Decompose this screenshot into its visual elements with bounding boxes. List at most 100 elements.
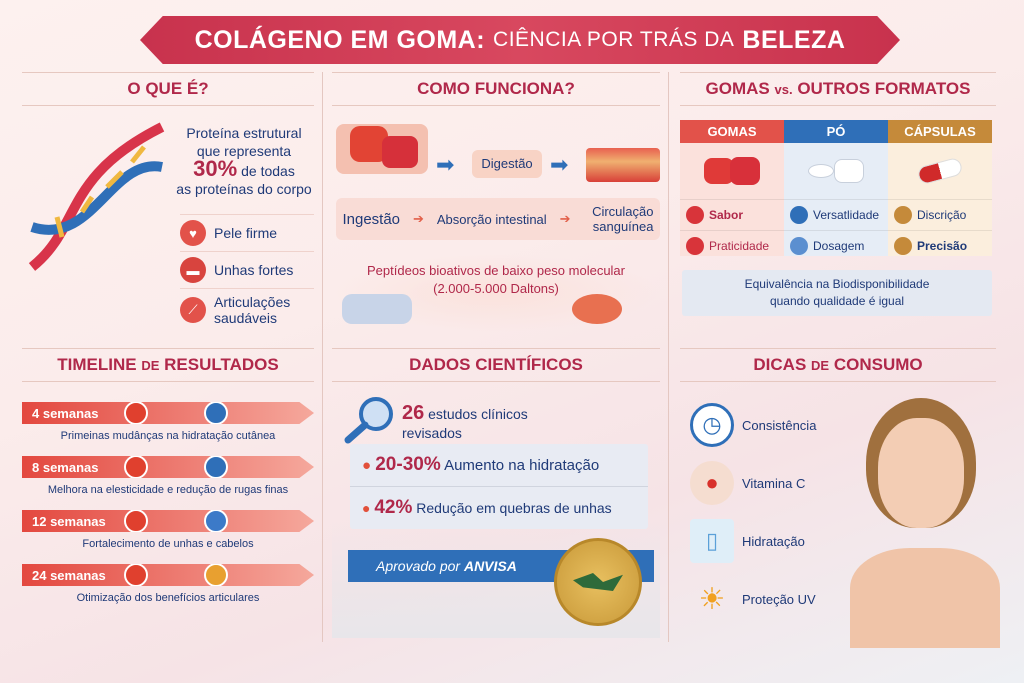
gummy-icon — [680, 143, 784, 199]
feature-row: Discrição — [888, 199, 992, 230]
molecule-image — [342, 294, 412, 324]
sun-icon: ☀ — [698, 582, 726, 616]
desc-line: Proteína estrutural — [186, 125, 302, 141]
tips-list: ◷ Consistência ● Vitamina C ▯ Hidratação ☀ P… — [680, 396, 996, 628]
taste-icon — [686, 206, 704, 224]
benefit-label: Pele firme — [214, 225, 278, 241]
section-title: DADOS CIENTÍFICOS — [332, 348, 660, 382]
arrow-icon: ➔ — [559, 211, 571, 226]
section-comparativo: GOMAS vs. OUTROS FORMATOS GOMAS Sabor Pr… — [680, 72, 996, 337]
fruit-icon: ● — [690, 461, 734, 505]
bowl-image — [572, 294, 622, 324]
dosage-icon — [790, 237, 808, 255]
timeline-desc: Fortalecimento de unhas e cabelos — [82, 538, 254, 550]
title-part1: COLÁGENO EM GOMA: — [194, 25, 486, 54]
section-o-que-e: O QUE É? Proteína estrutural que represe… — [22, 72, 314, 337]
step-circulation: Circulação sanguínea — [592, 204, 654, 234]
benefit-item: ▬ Unhas fortes — [180, 251, 314, 288]
feature-row: Praticidade — [680, 230, 784, 261]
arrow-icon: ➔ — [412, 211, 424, 226]
gummy-image — [336, 124, 428, 174]
column-header: CÁPSULAS — [888, 120, 992, 143]
feature-row: Dosagem — [784, 230, 888, 261]
timeline-desc: Primeinas mudânças na hidratação cutânea — [60, 430, 276, 442]
practicality-icon — [686, 237, 704, 255]
process-flow: Ingestão ➔ Absorção intestinal ➔ Circula… — [336, 198, 660, 240]
timeline-bar: 8 semanas — [22, 456, 314, 478]
stat-hydration: ● 20-30% Aumento na hidratação — [350, 444, 648, 487]
nail-icon — [124, 510, 148, 532]
joint-icon: ⟋ — [180, 297, 206, 323]
versatility-icon — [790, 206, 808, 224]
timeline-item: 4 semanas Primeinas mudânças na hidrataçã… — [22, 402, 314, 442]
benefit-label: Unhas fortes — [214, 262, 294, 278]
skin-icon — [204, 402, 228, 424]
step-ingestion: Ingestão — [342, 210, 401, 228]
timeline-bar: 24 semanas — [22, 564, 314, 586]
column-po: PÓ Versatlidade Dosagem — [784, 120, 888, 256]
woman-portrait-image — [830, 398, 1000, 648]
divider — [322, 72, 323, 642]
title-part3: BELEZA — [742, 25, 846, 54]
clock-icon: ◷ — [690, 403, 734, 447]
tip-item: ● Vitamina C — [690, 454, 996, 512]
note-line: Equivalência na Biodisponibilidade — [744, 277, 930, 291]
arrow-right-icon: ➡ — [436, 152, 455, 177]
title-part2: CIÊNCIA POR TRÁS DA — [493, 28, 735, 51]
stat-nails: ● 42% Redução em quebras de unhas — [362, 497, 612, 518]
studies-count: 26 estudos clínicos revisados — [402, 402, 582, 448]
section-title: COMO FUNCIONA? — [332, 72, 660, 106]
info-icon — [204, 456, 228, 478]
percent-value: 30% — [193, 156, 238, 181]
section-dados: DADOS CIENTÍFICOS 26 estudos clínicos re… — [332, 348, 660, 638]
feature-row: Precisão — [888, 230, 992, 261]
water-glass-icon: ▯ — [690, 519, 734, 563]
feature-row: Sabor — [680, 199, 784, 230]
tip-item: ◷ Consistência — [690, 396, 996, 454]
benefit-item: ⟋ Articulações saudáveis — [180, 288, 314, 331]
bloodstream-image — [586, 148, 660, 182]
step-absorption: Absorção intestinal — [436, 211, 547, 227]
benefit-list: ♥ Pele firme ▬ Unhas fortes ⟋ Articulações … — [180, 214, 314, 331]
heart-icon: ♥ — [180, 220, 206, 246]
section-title: TIMELINE DE RESULTADOS — [22, 348, 314, 382]
arrow-right-icon: ➡ — [550, 152, 569, 177]
column-header: GOMAS — [680, 120, 784, 143]
seal-icon — [554, 538, 642, 626]
elasticity-icon — [124, 456, 148, 478]
divider — [668, 72, 669, 642]
peptides-range: (2.000-5.000 Daltons) — [433, 281, 559, 296]
precision-icon — [894, 237, 912, 255]
discretion-icon — [894, 206, 912, 224]
tip-item: ▯ Hidratação — [690, 512, 996, 570]
capsule-icon — [888, 143, 992, 199]
section-como-funciona: COMO FUNCIONA? ➡ Digestão ➡ Ingestão ➔ A… — [332, 72, 660, 337]
section-dicas: DICAS DE CONSUMO ◷ Consistência ● Vitamina… — [680, 348, 1000, 648]
section-title: O QUE É? — [22, 72, 314, 106]
powder-tablets-icon — [784, 143, 888, 199]
joint-icon — [124, 564, 148, 586]
section-title: GOMAS vs. OUTROS FORMATOS — [680, 72, 996, 106]
feature-row: Versatlidade — [784, 199, 888, 230]
desc-line: que representa — [196, 143, 292, 159]
timeline-item: 8 semanas Melhora na elesticidade e reduç… — [22, 456, 314, 496]
desc-line: de todas — [241, 163, 295, 179]
bioavailability-note: Equivalência na Biodisponibilidade quand… — [682, 270, 992, 316]
column-header: PÓ — [784, 120, 888, 143]
benefit-label: Articulações saudáveis — [214, 294, 291, 326]
timeline-item: 24 semanas Otimização dos benefícios arti… — [22, 564, 314, 604]
magnifier-icon — [344, 397, 393, 444]
comparison-table: GOMAS Sabor Praticidade PÓ Versatlidade … — [680, 120, 992, 256]
title-banner: COLÁGENO EM GOMA: CIÊNCIA POR TRÁS DA BE… — [140, 16, 900, 64]
collagen-description: Proteína estrutural que representa 30% d… — [174, 124, 314, 198]
peptides-text: Peptídeos bioativos de baixo peso molecu… — [367, 263, 625, 278]
nail-icon: ▬ — [180, 257, 206, 283]
timeline-bar: 4 semanas — [22, 402, 314, 424]
note-line: quando qualidade é igual — [769, 294, 905, 308]
column-gomas: GOMAS Sabor Praticidade — [680, 120, 784, 256]
timeline-list: 4 semanas Primeinas mudânças na hidrataçã… — [22, 402, 314, 604]
dna-helix-icon — [28, 122, 165, 271]
tip-item: ☀ Proteção UV — [690, 570, 996, 628]
timeline-desc: Melhora na elesticidade e redução de rug… — [47, 484, 289, 496]
desc-line: as proteínas do corpo — [176, 181, 312, 197]
